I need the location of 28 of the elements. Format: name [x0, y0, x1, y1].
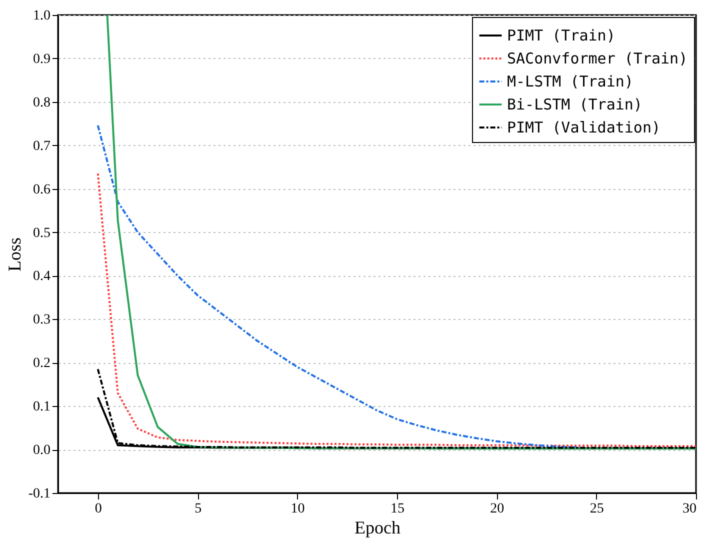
- x-tick-label: 10: [290, 502, 305, 516]
- x-axis-title: Epoch: [354, 518, 400, 538]
- legend-label: SAConvformer (Train): [507, 50, 688, 68]
- y-tick-label: 0.1: [33, 400, 50, 415]
- legend-label: PIMT (Train): [507, 26, 616, 44]
- y-tick-label: -0.1: [28, 486, 50, 502]
- x-tick-label: 5: [194, 502, 202, 516]
- y-tick-label: 0.9: [33, 52, 50, 67]
- x-tick-label: 20: [490, 502, 504, 516]
- y-tick-label: 0.7: [33, 138, 50, 154]
- y-tick-label: 0.2: [33, 356, 50, 372]
- x-tick-label: 15: [390, 502, 404, 516]
- y-tick-label: 0.8: [33, 95, 50, 110]
- legend-label: PIMT (Validation): [507, 118, 661, 136]
- y-tick-label: 1.0: [33, 8, 50, 24]
- x-tick-label: 25: [590, 502, 604, 516]
- y-tick-label: 0.4: [33, 269, 50, 284]
- x-tick-label: 30: [682, 502, 696, 516]
- line-series: [106, 15, 696, 450]
- y-tick-label: 0.0: [33, 443, 50, 458]
- y-axis-title: Loss: [4, 237, 24, 272]
- x-tick-label: 0: [94, 502, 102, 516]
- y-tick-label: 0.3: [33, 312, 50, 328]
- legend-label: M-LSTM (Train): [507, 72, 634, 90]
- line-series: [96, 172, 696, 448]
- legend-label: Bi-LSTM (Train): [507, 96, 642, 114]
- y-tick-label: 0.6: [33, 182, 50, 198]
- y-tick-label: 0.5: [33, 226, 50, 241]
